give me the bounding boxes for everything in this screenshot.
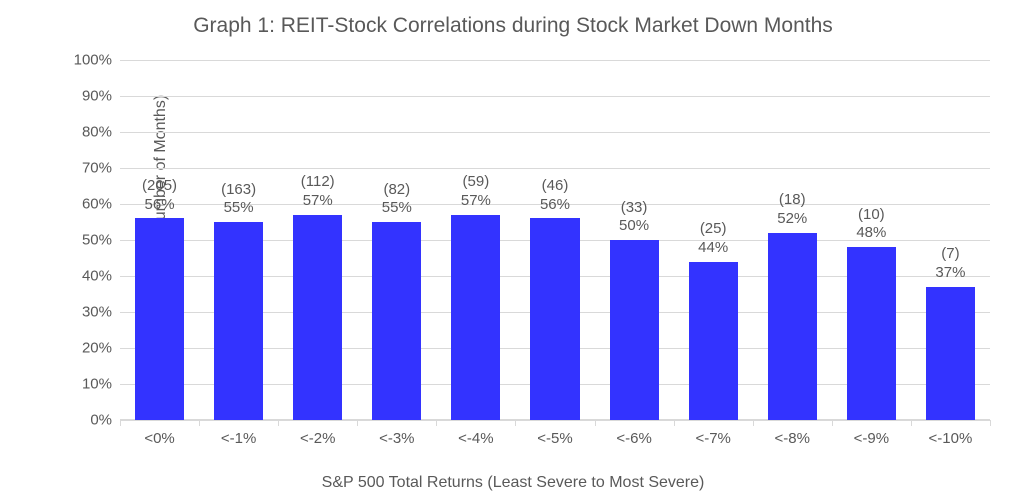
y-tick-label: 40% [82,268,120,285]
bar-slot: (163)55%<-1% [199,60,278,420]
bar-slot: (7)37%<-10% [911,60,990,420]
bar-slot: (59)57%<-4% [436,60,515,420]
bar-slot: (112)57%<-2% [278,60,357,420]
bar [372,222,421,420]
bar [530,218,579,420]
chart-container: Graph 1: REIT-Stock Correlations during … [0,0,1026,500]
bar-data-label: (7)37% [895,245,1006,283]
y-tick-label: 30% [82,304,120,321]
bar-slot: (82)55%<-3% [357,60,436,420]
bar [293,215,342,420]
bar [689,262,738,420]
x-tick-label: <-10% [895,420,1006,447]
bar [768,233,817,420]
bar-slot: (25)44%<-7% [674,60,753,420]
bar-count-label: (7) [895,245,1006,264]
chart-title: Graph 1: REIT-Stock Correlations during … [0,14,1026,38]
y-tick-label: 80% [82,124,120,141]
bar-value-label: 37% [895,264,1006,283]
bar-slot: (10)48%<-9% [832,60,911,420]
plot-area: 0%10%20%30%40%50%60%70%80%90%100%(205)56… [120,60,990,420]
y-tick-label: 100% [74,52,120,69]
bar [451,215,500,420]
x-axis-label: S&P 500 Total Returns (Least Severe to M… [0,474,1026,492]
bar [214,222,263,420]
bar-slot: (205)56%<0% [120,60,199,420]
bar [926,287,975,420]
y-tick-label: 90% [82,88,120,105]
y-tick-label: 50% [82,232,120,249]
bar [847,247,896,420]
y-tick-label: 10% [82,376,120,393]
bar [135,218,184,420]
bar-slot: (46)56%<-5% [515,60,594,420]
y-tick-label: 20% [82,340,120,357]
bar [610,240,659,420]
y-tick-label: 70% [82,160,120,177]
